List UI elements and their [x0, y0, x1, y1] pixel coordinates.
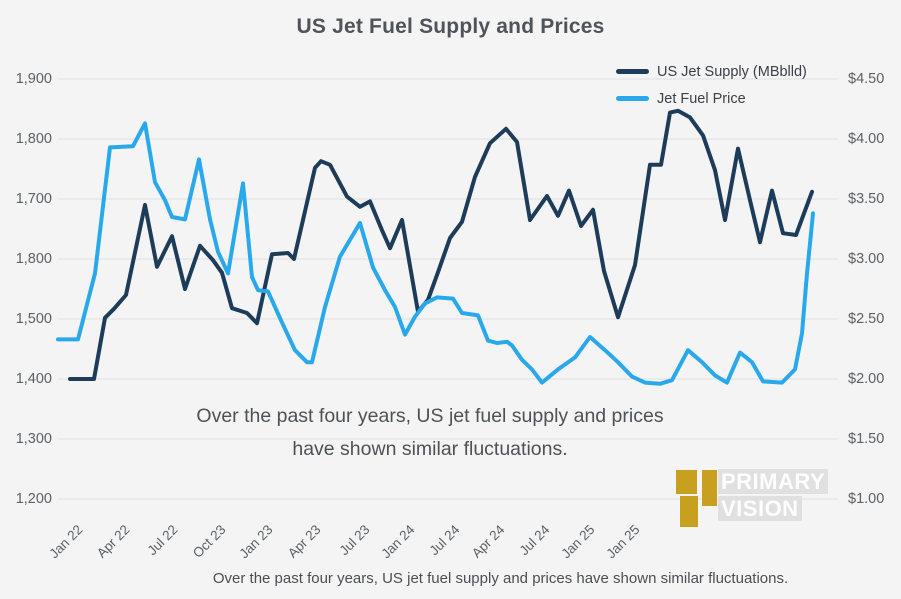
logo-gold-bar-icon — [702, 470, 717, 506]
supply-line-swatch — [616, 69, 649, 74]
supply-line — [68, 108, 814, 381]
primary-vision-logo: PRIMARY VISION — [676, 468, 846, 528]
logo-gold-square-icon — [676, 470, 697, 494]
legend-item-price: Jet Fuel Price — [616, 85, 807, 112]
annotation: Over the past four years, US jet fuel su… — [142, 400, 718, 466]
y-axis-tick-right: $1.00 — [848, 491, 885, 507]
y-axis-tick-right: $4.00 — [848, 131, 885, 147]
y-axis-tick-left: 1,500 — [15, 311, 52, 327]
y-axis-tick-right: $2.00 — [848, 371, 885, 387]
legend: US Jet Supply (MBblld) Jet Fuel Price — [616, 58, 807, 112]
legend-label-supply: US Jet Supply (MBblld) — [657, 63, 807, 80]
price-line — [56, 121, 815, 386]
logo-gold-bar2-icon — [680, 496, 698, 527]
y-axis-tick-right: $3.50 — [848, 191, 885, 207]
legend-item-supply: US Jet Supply (MBblld) — [616, 58, 807, 85]
y-axis-tick-left: 1,900 — [15, 71, 52, 87]
y-axis-tick-left: 1,200 — [15, 491, 52, 507]
y-axis-tick-right: $3.00 — [848, 251, 885, 267]
logo-text: PRIMARY VISION — [718, 469, 829, 521]
legend-label-price: Jet Fuel Price — [657, 90, 746, 107]
price-line-swatch — [616, 96, 649, 101]
y-axis-tick-left: 1,400 — [15, 371, 52, 387]
y-axis-tick-left: 1,800 — [15, 251, 52, 267]
logo-word-primary: PRIMARY — [718, 469, 829, 494]
y-axis-tick-left: 1,700 — [15, 191, 52, 207]
y-axis-tick-right: $4.50 — [848, 71, 885, 87]
page-title: US Jet Fuel Supply and Prices — [296, 15, 605, 38]
logo-word-vision: VISION — [718, 496, 802, 521]
annotation-line-1: Over the past four years, US jet fuel su… — [196, 405, 664, 427]
annotation-line-2: have shown similar fluctuations. — [292, 438, 568, 460]
y-axis-tick-left: 1,800 — [15, 131, 52, 147]
bottom-caption: Over the past four years, US jet fuel su… — [212, 570, 789, 587]
y-axis-tick-right: $1.50 — [848, 431, 885, 447]
y-axis-tick-right: $2.50 — [848, 311, 885, 327]
y-axis-tick-left: 1,300 — [15, 431, 52, 447]
